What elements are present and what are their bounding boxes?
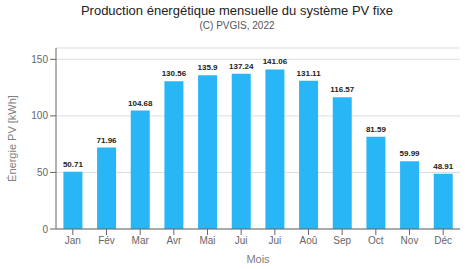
svg-text:Mai: Mai bbox=[199, 235, 215, 246]
svg-text:Mar: Mar bbox=[132, 235, 150, 246]
svg-text:130.56: 130.56 bbox=[162, 69, 187, 78]
svg-text:150: 150 bbox=[31, 54, 48, 65]
svg-text:50.71: 50.71 bbox=[63, 160, 84, 169]
svg-text:Aoû: Aoû bbox=[300, 235, 318, 246]
html-text:Production énergétique mensuel: Production énergétique mensuelle du syst… bbox=[80, 3, 394, 18]
svg-text:100: 100 bbox=[31, 110, 48, 121]
svg-text:Déc: Déc bbox=[434, 235, 452, 246]
svg-text:Oct: Oct bbox=[368, 235, 384, 246]
svg-text:Énergie PV [kWh]: Énergie PV [kWh] bbox=[8, 95, 18, 182]
svg-text:131.11: 131.11 bbox=[297, 69, 322, 78]
svg-text:Avr: Avr bbox=[166, 235, 181, 246]
svg-text:Sep: Sep bbox=[333, 235, 351, 246]
svg-text:0: 0 bbox=[42, 224, 48, 235]
svg-text:81.59: 81.59 bbox=[366, 125, 387, 134]
svg-text:48.91: 48.91 bbox=[433, 162, 454, 171]
svg-text:104.68: 104.68 bbox=[128, 99, 153, 108]
html-text:(C) PVGIS, 2022: (C) PVGIS, 2022 bbox=[199, 20, 275, 31]
svg-text:71.96: 71.96 bbox=[97, 136, 118, 145]
svg-text:50: 50 bbox=[37, 167, 49, 178]
svg-text:116.57: 116.57 bbox=[330, 85, 355, 94]
svg-text:141.06: 141.06 bbox=[263, 57, 288, 66]
svg-text:Fév: Fév bbox=[98, 235, 115, 246]
svg-text:Jui: Jui bbox=[235, 235, 248, 246]
svg-text:Jui: Jui bbox=[268, 235, 281, 246]
svg-text:Mois: Mois bbox=[246, 253, 270, 265]
svg-text:Nov: Nov bbox=[401, 235, 419, 246]
svg-text:137.24: 137.24 bbox=[229, 62, 254, 71]
svg-text:59.99: 59.99 bbox=[400, 149, 421, 158]
svg-text:Jan: Jan bbox=[65, 235, 81, 246]
svg-text:135.9: 135.9 bbox=[198, 63, 219, 72]
